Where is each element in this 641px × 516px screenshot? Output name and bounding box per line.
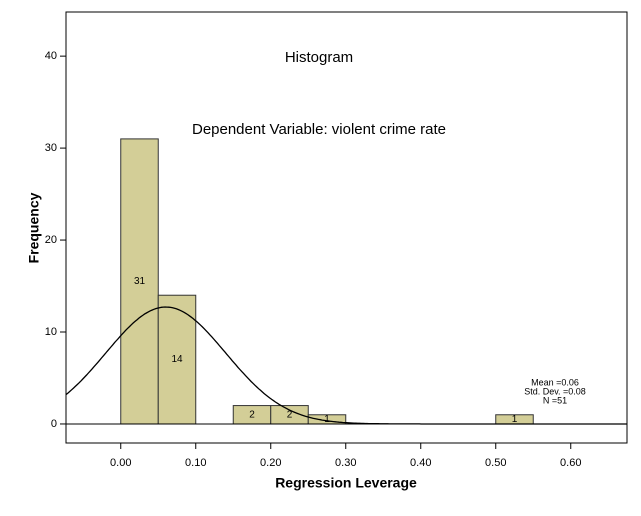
bar-label: 31 — [134, 276, 146, 287]
chart-subtitle: Dependent Variable: violent crime rate — [192, 121, 446, 138]
stat-label: N =51 — [543, 395, 567, 405]
chart-title: Histogram — [285, 49, 353, 66]
stat-label: Std. Dev. =0.08 — [524, 386, 586, 396]
y-tick-label: 40 — [45, 50, 57, 62]
x-tick-label: 0.10 — [185, 457, 206, 469]
bar-label: 1 — [324, 414, 330, 425]
bar-label: 2 — [287, 409, 293, 420]
y-tick-label: 20 — [45, 234, 57, 246]
x-tick-label: 0.40 — [410, 457, 431, 469]
y-axis-label: Frequency — [26, 192, 42, 263]
x-tick-label: 0.30 — [335, 457, 356, 469]
x-tick-label: 0.50 — [485, 457, 506, 469]
bar-label: 14 — [171, 354, 183, 365]
y-tick-label: 10 — [45, 326, 57, 338]
bar-label: 2 — [249, 409, 255, 420]
x-tick-label: 0.20 — [260, 457, 281, 469]
x-axis-label: Regression Leverage — [275, 475, 417, 491]
normal-curve — [65, 306, 627, 425]
bar-label: 1 — [512, 414, 518, 425]
plot-frame — [65, 11, 628, 444]
y-tick-label: 30 — [45, 142, 57, 154]
x-tick-label: 0.00 — [110, 457, 131, 469]
y-tick-label: 0 — [51, 418, 57, 430]
stat-label: Mean =0.06 — [531, 377, 579, 387]
x-tick-label: 0.60 — [560, 457, 581, 469]
